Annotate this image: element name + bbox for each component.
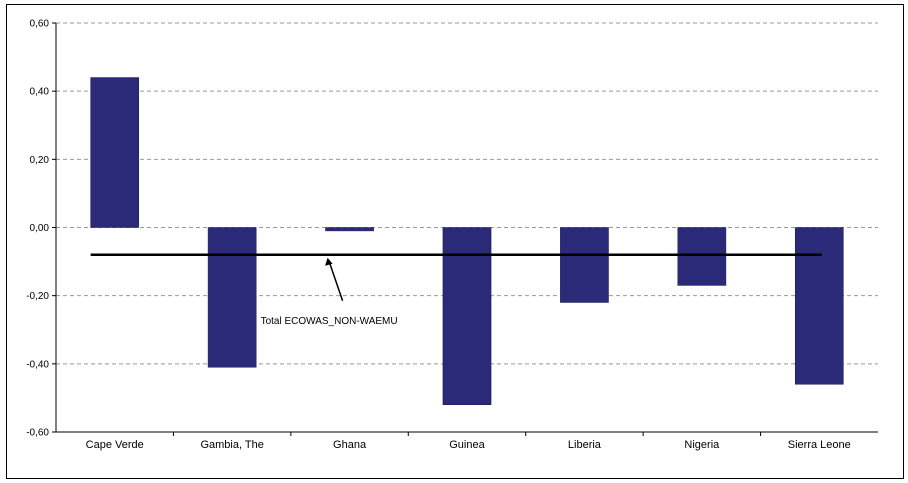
x-tick-label: Sierra Leone [788, 439, 851, 451]
y-tick-label: -0,20 [26, 291, 49, 302]
y-tick-label: 0,40 [30, 87, 50, 98]
x-axis-labels: Cape Verde Gambia, The Ghana Guinea Liberia N… [86, 432, 851, 451]
y-tick-label: 0,20 [30, 155, 50, 166]
bar-cape-verde [90, 77, 140, 228]
x-tick-label: Gambia, The [200, 439, 263, 451]
y-tick-label: 0,60 [30, 19, 50, 30]
y-tick-label: -0,40 [26, 359, 49, 370]
x-tick-label: Cape Verde [86, 439, 144, 451]
bar-liberia [560, 227, 609, 303]
x-tick-label: Ghana [333, 439, 367, 451]
bar-sierra-leone [794, 227, 844, 385]
bar-nigeria [677, 227, 727, 286]
annotation-label: Total ECOWAS_NON-WAEMU [261, 316, 398, 327]
reference-line-group: Total ECOWAS_NON-WAEMU [90, 253, 822, 327]
y-tick-label: -0,60 [26, 428, 49, 439]
y-tick-label: 0,00 [30, 223, 50, 234]
x-tick-label: Guinea [449, 439, 485, 451]
bar-gambia-the [207, 227, 257, 368]
x-tick-label: Nigeria [684, 439, 720, 451]
annotation-arrow-line [328, 262, 344, 302]
grid-lines [56, 22, 878, 365]
bar-ghana [325, 227, 374, 232]
x-tick-label: Liberia [568, 439, 602, 451]
bars [90, 77, 844, 405]
annotation-arrow-head [325, 257, 333, 266]
y-axis-ticks: 0,60 0,40 0,20 0,00 -0,20 -0,40 -0,60 [26, 19, 56, 439]
bar-guinea [442, 227, 492, 405]
